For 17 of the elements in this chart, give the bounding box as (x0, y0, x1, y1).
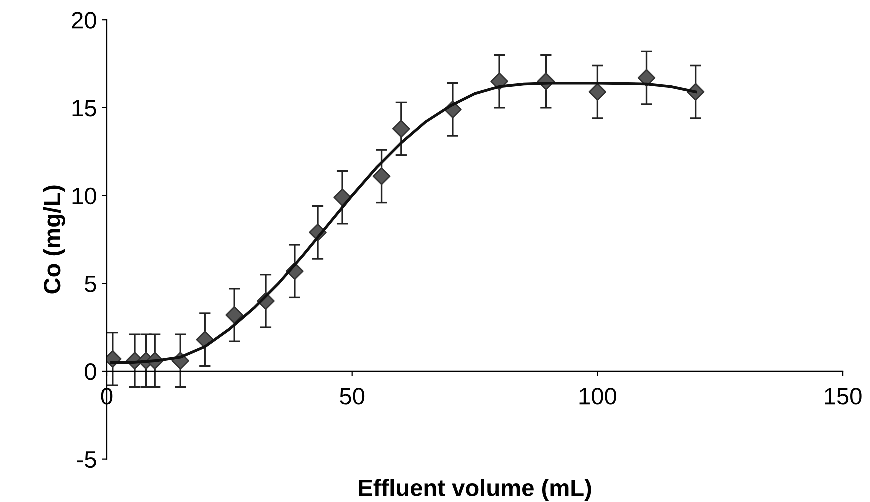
y-tick-label: 20 (72, 12, 96, 29)
y-axis-title: Co (mg/L) (43, 186, 66, 294)
y-tick-label: 0 (85, 364, 96, 380)
point (372, 168, 391, 186)
point (588, 83, 607, 102)
x-tick-label: 100 (580, 388, 616, 405)
point (638, 69, 656, 87)
y-tick-label: -5 (77, 452, 96, 468)
x-axis-title: Effluent volume (mL) (359, 479, 592, 502)
point (226, 306, 244, 324)
point (392, 120, 410, 138)
y-tick-label: 15 (72, 100, 96, 117)
x-tick-label: 150 (825, 388, 862, 405)
x-tick-label: 50 (340, 388, 365, 405)
y-tick-label: 5 (85, 276, 96, 292)
y-tick-label: 10 (72, 188, 96, 205)
point (334, 188, 352, 206)
